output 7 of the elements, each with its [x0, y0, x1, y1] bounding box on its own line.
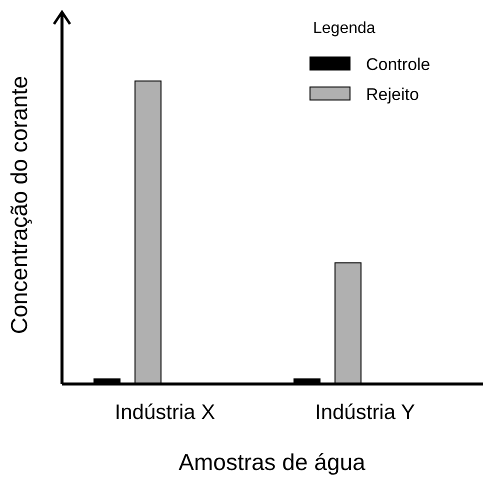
- legend-label: Controle: [366, 55, 430, 74]
- x-tick-label: Indústria Y: [314, 401, 416, 424]
- x-tick-label: Indústria X: [114, 401, 216, 424]
- x-axis-title: Amostras de água: [178, 449, 366, 475]
- y-axis-title: Concentração do corante: [6, 76, 32, 334]
- legend-title: Legenda: [313, 20, 376, 37]
- legend-label: Rejeito: [366, 85, 419, 104]
